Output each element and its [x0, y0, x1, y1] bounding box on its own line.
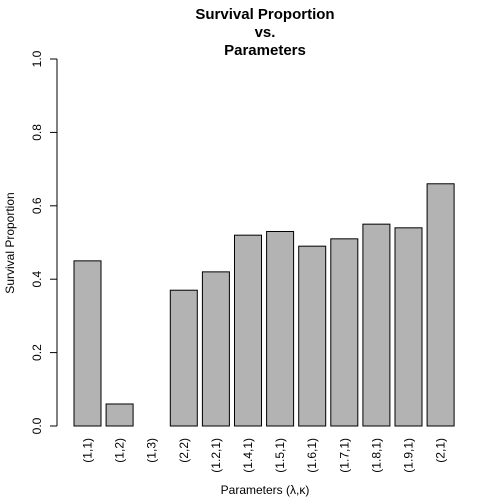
bar	[73, 260, 102, 427]
bars	[73, 183, 455, 427]
x-tick-label: (2,1)	[434, 438, 448, 463]
x-tick-label: (1.8,1)	[369, 438, 383, 473]
y-tick-label: 1.0	[30, 50, 44, 67]
bar	[234, 234, 262, 427]
bar	[362, 223, 391, 427]
bar	[169, 289, 198, 427]
y-tick-label: 0.6	[30, 197, 44, 214]
x-tick-label: (1.7,1)	[337, 438, 351, 473]
x-tick-label: (1.6,1)	[305, 438, 319, 473]
x-tick-label: (1,3)	[145, 438, 159, 463]
x-axis-tick-labels: (1,1) (1,2) (1,3) (2,2) (1.2,1) (1.4,1) (1.5,1…	[81, 438, 448, 473]
bar	[426, 183, 455, 427]
x-tick-label: (1.4,1)	[241, 438, 255, 473]
x-tick-label: (1,2)	[113, 438, 127, 463]
bar	[394, 227, 423, 427]
bar	[266, 230, 295, 427]
bar	[330, 238, 359, 427]
x-axis-label: Parameters (λ,κ)	[221, 483, 310, 497]
x-tick-label: (1.9,1)	[402, 438, 416, 473]
y-tick-label: 0.8	[30, 124, 44, 141]
y-axis-label: Survival Proportion	[3, 192, 17, 293]
bar	[105, 403, 134, 427]
y-axis: 0.0 0.2 0.4 0.6 0.8 1.0	[30, 50, 58, 434]
chart-title-line: Parameters	[224, 42, 306, 59]
y-tick-label: 0.0	[30, 417, 44, 434]
x-tick-label: (1.5,1)	[273, 438, 287, 473]
bar	[201, 271, 230, 427]
x-tick-label: (1.2,1)	[209, 438, 223, 473]
chart-title-line: vs.	[255, 24, 276, 41]
x-tick-label: (1,1)	[81, 438, 95, 463]
bar	[298, 245, 327, 427]
x-tick-label: (2,2)	[177, 438, 191, 463]
chart-title-line: Survival Proportion	[195, 6, 334, 23]
y-tick-label: 0.4	[30, 271, 44, 288]
y-tick-label: 0.2	[30, 344, 44, 361]
